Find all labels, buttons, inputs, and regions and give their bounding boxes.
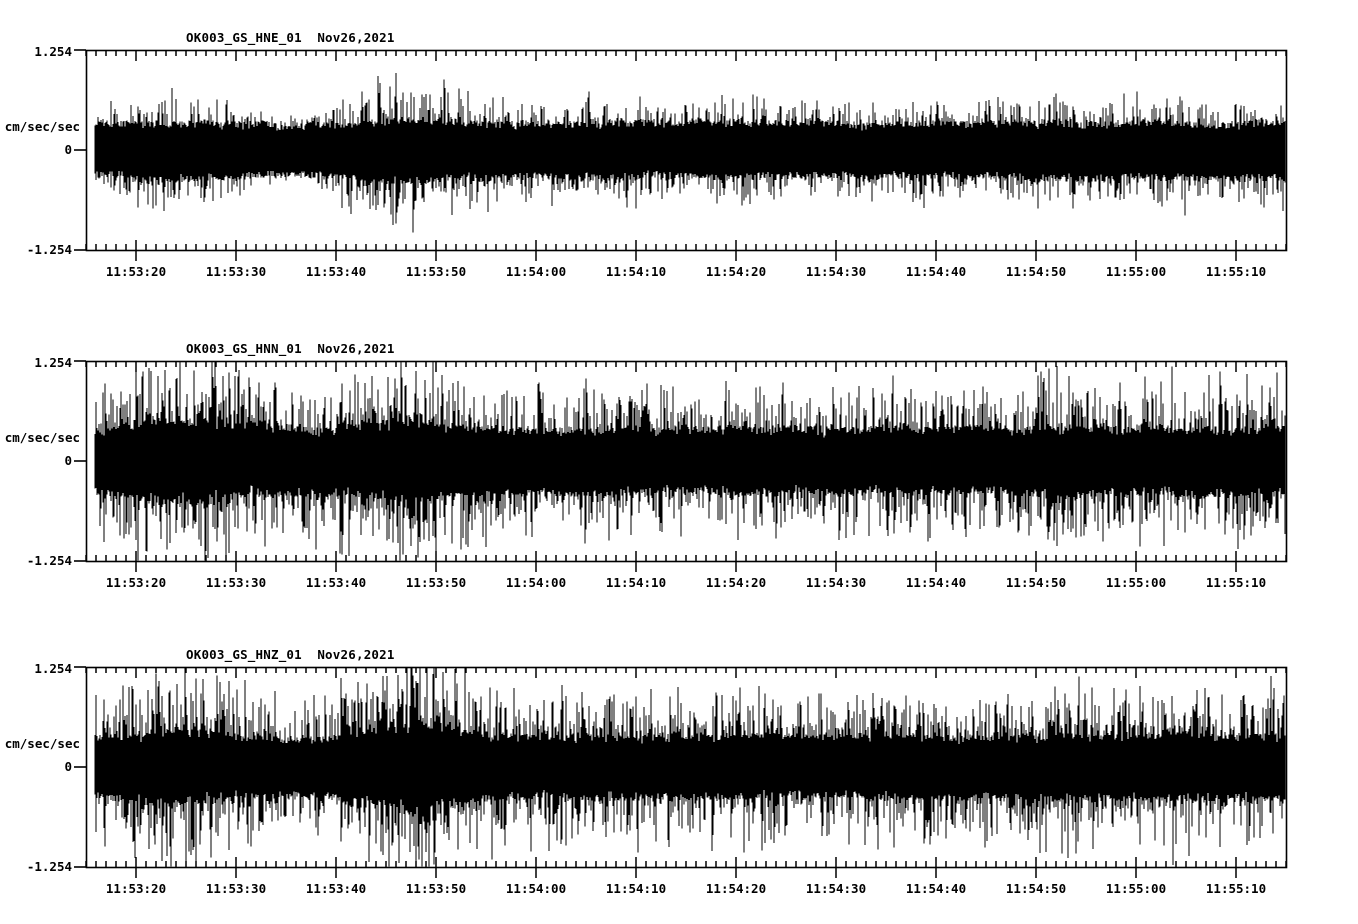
- y-axis-min-label: -1.254: [26, 242, 72, 257]
- x-axis-tick-label: 11:54:40: [905, 881, 967, 896]
- plot-area: [74, 360, 1288, 572]
- plot-area: [74, 49, 1288, 261]
- x-axis-tick-label: 11:54:20: [705, 881, 767, 896]
- waveform-trace: [94, 73, 1286, 233]
- x-axis-tick-label: 11:53:40: [305, 575, 367, 590]
- panel-title: OK003_GS_HNZ_01 Nov26,2021: [186, 647, 395, 662]
- panel-title: OK003_GS_HNE_01 Nov26,2021: [186, 30, 395, 45]
- x-axis-tick-label: 11:55:00: [1105, 881, 1167, 896]
- waveform-trace: [94, 667, 1286, 867]
- y-axis-unit-label: cm/sec/sec: [4, 430, 80, 445]
- y-axis-max-label: 1.254: [34, 44, 72, 59]
- y-axis-max-label: 1.254: [34, 661, 72, 676]
- seismogram-panel-hnz: OK003_GS_HNZ_01 Nov26,2021 1.254 cm/sec/…: [0, 617, 1358, 917]
- x-axis-tick-label: 11:54:30: [805, 264, 867, 279]
- y-axis-unit-label: cm/sec/sec: [4, 736, 80, 751]
- x-axis-tick-label: 11:53:20: [105, 575, 167, 590]
- seismogram-panel-hnn: OK003_GS_HNN_01 Nov26,2021 1.254 cm/sec/…: [0, 311, 1358, 611]
- x-axis-tick-label: 11:54:00: [505, 881, 567, 896]
- x-axis-tick-label: 11:55:00: [1105, 575, 1167, 590]
- x-axis-tick-label: 11:55:10: [1205, 575, 1267, 590]
- x-axis-ticks: [85, 361, 1287, 572]
- x-axis-tick-label: 11:54:00: [505, 264, 567, 279]
- x-axis-tick-label: 11:53:40: [305, 881, 367, 896]
- x-axis-tick-label: 11:54:10: [605, 881, 667, 896]
- x-axis-tick-label: 11:53:30: [205, 575, 267, 590]
- x-axis-tick-label: 11:54:20: [705, 264, 767, 279]
- x-axis-tick-label: 11:54:50: [1005, 264, 1067, 279]
- y-axis-min-label: -1.254: [26, 553, 72, 568]
- waveform-trace: [94, 361, 1286, 561]
- y-axis-ticks: [74, 360, 86, 562]
- y-axis-ticks: [74, 666, 86, 868]
- x-axis-ticks: [85, 667, 1287, 878]
- x-axis-tick-label: 11:54:00: [505, 575, 567, 590]
- seismogram-panel-hne: OK003_GS_HNE_01 Nov26,2021 1.254 cm/sec/…: [0, 0, 1358, 300]
- x-axis-tick-label: 11:53:30: [205, 881, 267, 896]
- x-axis-tick-label: 11:54:30: [805, 881, 867, 896]
- x-axis-tick-label: 11:53:20: [105, 264, 167, 279]
- x-axis-tick-label: 11:55:10: [1205, 264, 1267, 279]
- y-axis-unit-label: cm/sec/sec: [4, 119, 80, 134]
- y-axis-min-label: -1.254: [26, 859, 72, 874]
- x-axis-tick-label: 11:53:20: [105, 881, 167, 896]
- y-axis-max-label: 1.254: [34, 355, 72, 370]
- y-axis-ticks: [74, 49, 86, 251]
- x-axis-tick-label: 11:53:30: [205, 264, 267, 279]
- x-axis-tick-label: 11:54:30: [805, 575, 867, 590]
- x-axis-tick-label: 11:55:00: [1105, 264, 1167, 279]
- plot-area: [74, 666, 1288, 878]
- x-axis-ticks: [85, 50, 1287, 261]
- x-axis-tick-label: 11:54:10: [605, 575, 667, 590]
- x-axis-tick-label: 11:54:20: [705, 575, 767, 590]
- x-axis-tick-label: 11:54:50: [1005, 881, 1067, 896]
- x-axis-tick-label: 11:53:50: [405, 881, 467, 896]
- x-axis-tick-label: 11:55:10: [1205, 881, 1267, 896]
- y-axis-zero-label: 0: [64, 142, 72, 157]
- x-axis-tick-label: 11:53:50: [405, 575, 467, 590]
- x-axis-tick-label: 11:54:50: [1005, 575, 1067, 590]
- x-axis-tick-label: 11:53:40: [305, 264, 367, 279]
- y-axis-zero-label: 0: [64, 759, 72, 774]
- x-axis-tick-label: 11:54:40: [905, 264, 967, 279]
- x-axis-tick-label: 11:53:50: [405, 264, 467, 279]
- x-axis-tick-label: 11:54:10: [605, 264, 667, 279]
- x-axis-tick-label: 11:54:40: [905, 575, 967, 590]
- panel-title: OK003_GS_HNN_01 Nov26,2021: [186, 341, 395, 356]
- y-axis-zero-label: 0: [64, 453, 72, 468]
